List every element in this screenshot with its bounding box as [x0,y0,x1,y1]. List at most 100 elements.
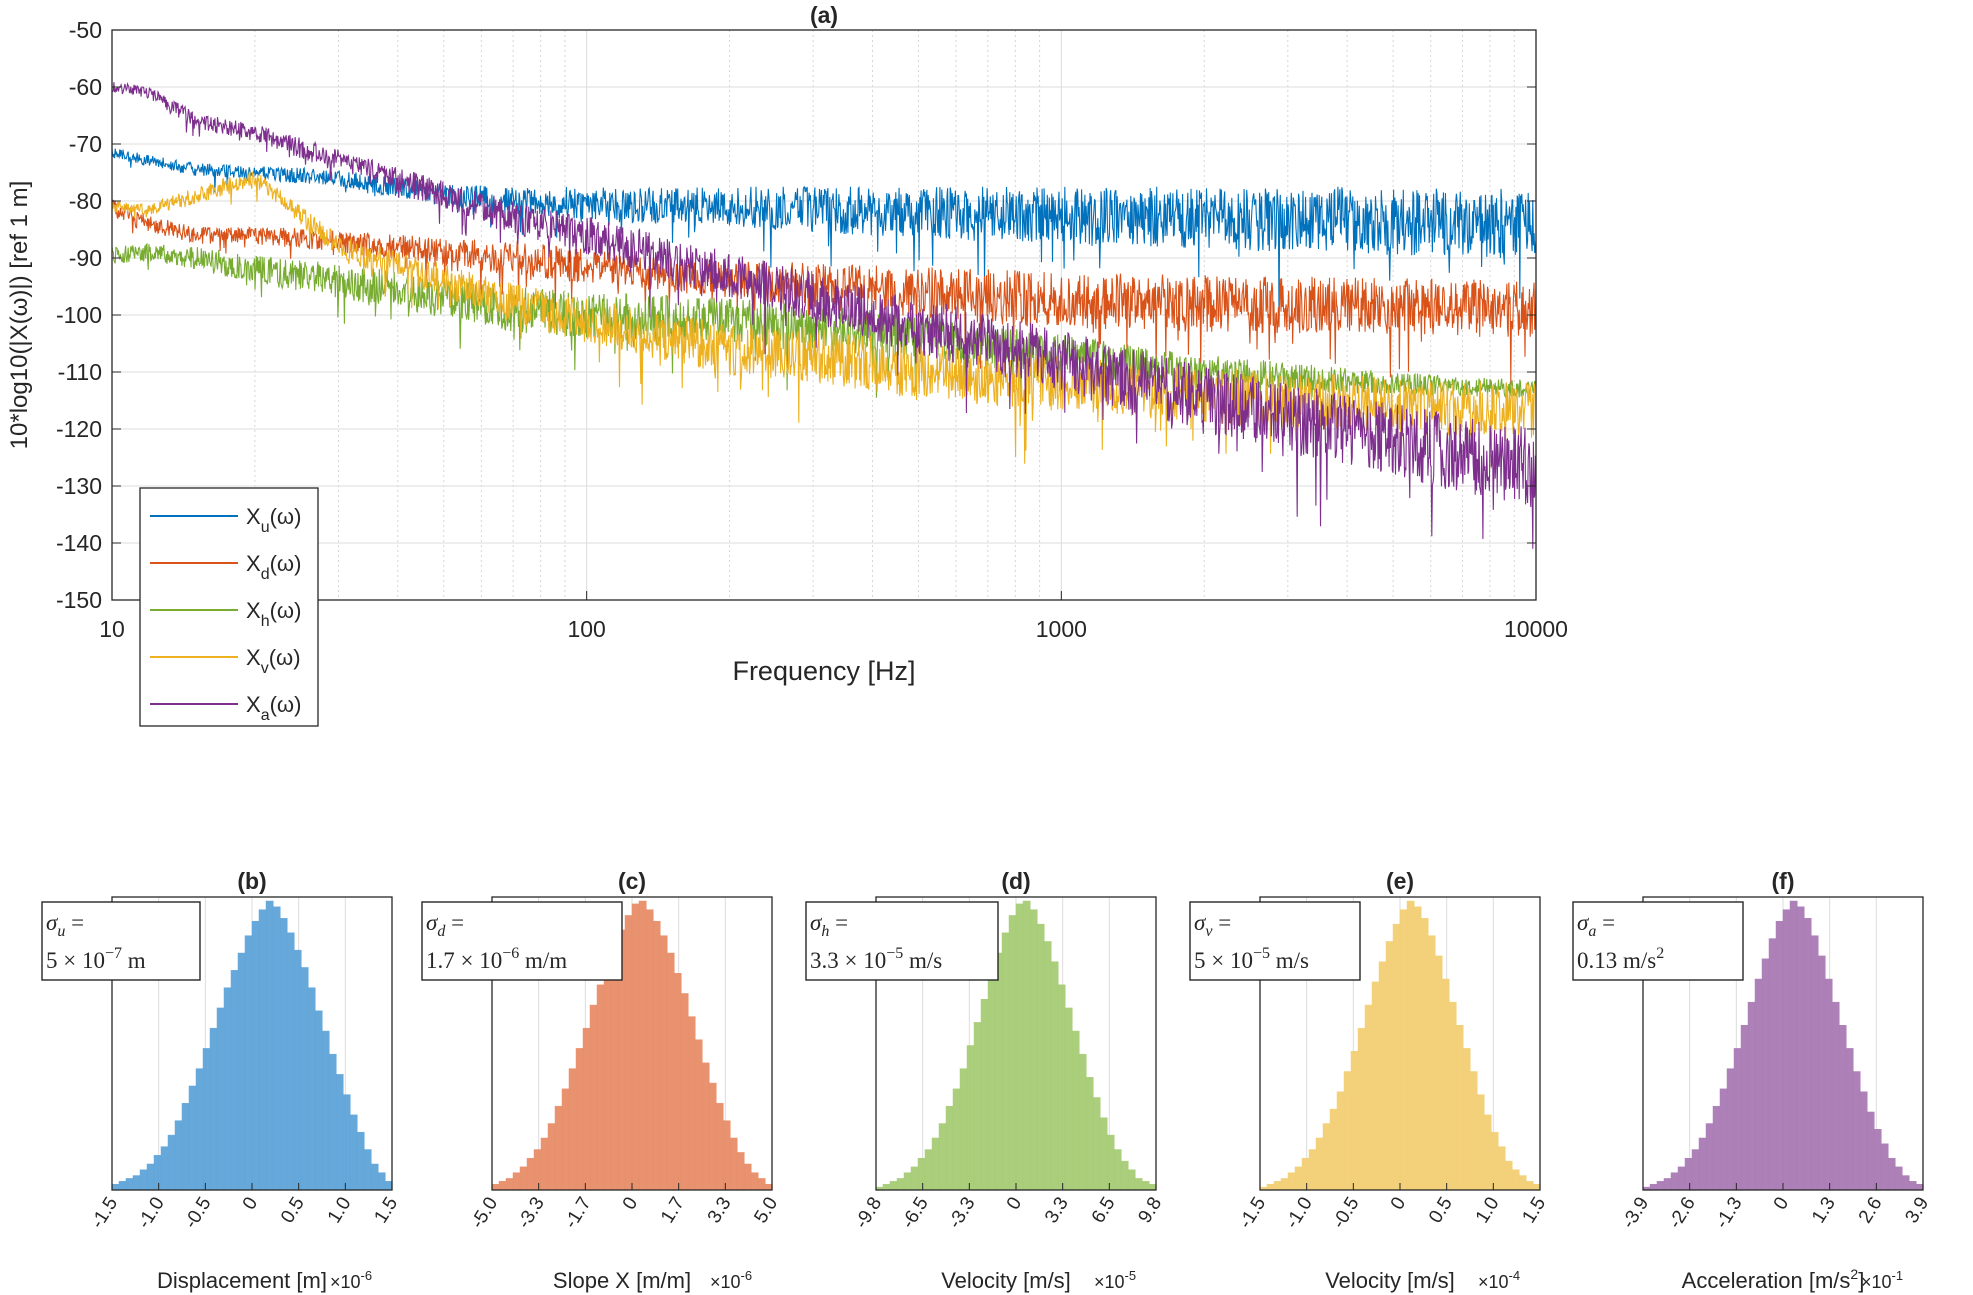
histogram-bar [1329,1108,1338,1191]
hist-bars [875,900,1157,1191]
histogram-bar [1008,915,1017,1191]
histogram-bar [959,1068,968,1191]
histogram-bar [314,1010,323,1191]
histogram-bar [1043,941,1052,1191]
histogram-bar [1120,1160,1129,1191]
histogram-bar [652,920,661,1191]
histogram-bar [624,915,633,1191]
ytick-label: -130 [56,473,102,499]
histogram-bar [1803,918,1812,1191]
histogram-bar [335,1074,344,1191]
histogram-bar [1754,978,1763,1191]
histogram-bar [1817,955,1826,1191]
sigma-value: 5 × 10−7 m [46,945,146,973]
histogram-bar [1287,1172,1296,1191]
hist-xtick-label: -0.5 [1328,1194,1363,1233]
histogram-bar [1852,1071,1861,1191]
x-axis-label: Frequency [Hz] [732,656,915,686]
histogram-bar [1113,1149,1122,1191]
sigma-value: 3.3 × 10−5 m/s [810,945,942,973]
histogram-bar [694,1039,703,1191]
histogram-bar [349,1114,358,1191]
histogram-bar [251,920,260,1191]
xtick-label: 10000 [1504,616,1568,642]
histogram-bar [286,932,295,1191]
sigma-label: σa = [1577,910,1615,940]
hist-xtick-label: -2.6 [1665,1194,1700,1233]
ytick-label: -50 [69,17,102,43]
sigma-label: σu = [46,910,84,940]
hist-xtick-label: 0 [619,1194,642,1214]
hist-xtick-label: 0 [239,1194,262,1214]
histogram-bar [505,1178,514,1191]
sigma-value: 5 × 10−5 m/s [1194,945,1309,973]
histogram-bar [708,1082,717,1191]
hist-xtick-label: 5.0 [750,1194,782,1228]
histogram-bar [1127,1169,1136,1191]
histogram-bar [1859,1091,1868,1191]
hist-xtick-label: -1.5 [87,1194,122,1233]
histogram-panel-a: -3.9 -2.6 -1.3 0 1.3 2.6 3.9 (f) Acceleration [m… [1572,868,1933,1293]
sigma-label: σv = [1194,910,1231,940]
sigma-box [1572,901,1744,981]
histogram-bar [272,906,281,1191]
hist-xtick-label: 0.5 [1425,1194,1457,1228]
histogram-bar [1350,1051,1359,1191]
ytick-label: -150 [56,587,102,613]
histogram-bar [938,1123,947,1191]
histogram-bar [1915,1183,1924,1191]
histogram-bar [384,1181,393,1191]
ytick-label: -140 [56,530,102,556]
histogram-bar [1413,906,1422,1191]
histogram-bar [1698,1137,1707,1191]
ytick-label: -90 [69,245,102,271]
histogram-bar [188,1085,197,1191]
xtick-label: 10 [99,616,125,642]
histogram-bar [1064,1007,1073,1191]
histogram-bar [1733,1048,1742,1191]
histogram-bar [356,1131,365,1191]
histogram-bar [1392,923,1401,1191]
histogram-bar [1280,1178,1289,1191]
histogram-bar [377,1172,386,1191]
hist-xtick-label: -5.0 [467,1194,502,1233]
histogram-bar [1441,978,1450,1191]
histogram-bar [722,1120,731,1191]
histogram-bar [491,1183,500,1191]
hist-xtick-label: 1.5 [370,1194,402,1228]
histogram-bar [1434,955,1443,1191]
histogram-bar [1768,938,1777,1191]
hist-xtick-label: -1.0 [134,1194,169,1233]
hist-xtick-label: -1.5 [1235,1194,1270,1233]
hist-xtick-label: -1.0 [1282,1194,1317,1233]
sigma-box [1189,901,1361,981]
histogram-bar [1691,1149,1700,1191]
histogram-bar [216,1007,225,1191]
hist-title: (e) [1386,868,1414,894]
histogram-bar [736,1152,745,1191]
panel-a: -50 -60 -70 -80 -90 -100 -110 -120 -130 -140 -150 1… [6,2,1568,727]
histogram-bar [1078,1053,1087,1191]
histogram-bar [209,1027,218,1191]
hist-xtick-label: 1.5 [1518,1194,1550,1228]
histogram-bar [153,1155,162,1191]
hist-x-label: Velocity [m/s] [941,1268,1071,1293]
histogram-bar [132,1175,141,1191]
histogram-bar [111,1183,120,1191]
histogram-bar [1824,978,1833,1191]
histogram-bar [1385,941,1394,1191]
histogram-bar [994,952,1003,1191]
histogram-bar [1775,920,1784,1191]
hist-title: (d) [1001,868,1030,894]
sigma-box [805,901,999,981]
series-a [111,82,1537,549]
histogram-bar [139,1169,148,1191]
hist-xtick-label: -1.3 [1711,1194,1746,1233]
legend-label-h: Xh(ω) [246,598,301,630]
histogram-bar [279,918,288,1191]
histogram-bar [1315,1137,1324,1191]
sigma-label: σd = [426,910,464,940]
xtick-label: 1000 [1036,616,1087,642]
histogram-bar [1504,1160,1513,1191]
histogram-bar [540,1137,549,1191]
